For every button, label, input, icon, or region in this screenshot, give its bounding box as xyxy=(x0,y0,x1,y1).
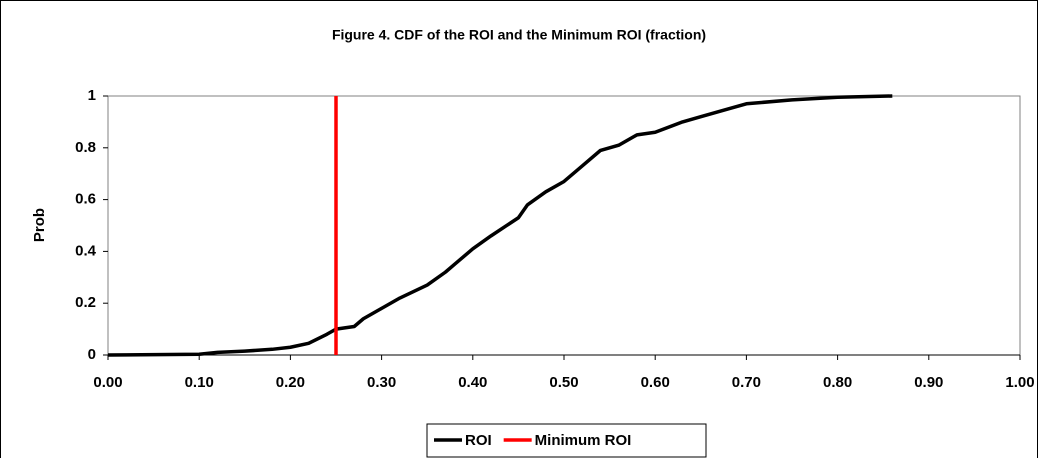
legend-label: ROI xyxy=(465,432,492,449)
legend-label: Minimum ROI xyxy=(535,432,632,449)
y-tick-label: 0.4 xyxy=(75,242,97,259)
x-tick-label: 0.20 xyxy=(276,374,305,391)
x-tick-label: 1.00 xyxy=(1005,374,1034,391)
x-tick-label: 0.50 xyxy=(549,374,578,391)
x-tick-label: 0.10 xyxy=(185,374,214,391)
plot-area xyxy=(107,95,1021,356)
x-tick-label: 0.40 xyxy=(458,374,487,391)
y-tick-label: 0 xyxy=(88,346,96,363)
x-tick-label: 0.00 xyxy=(93,374,122,391)
x-tick-label: 0.70 xyxy=(732,374,761,391)
x-tick-label: 0.90 xyxy=(914,374,943,391)
legend xyxy=(426,423,707,458)
y-tick-label: 0.8 xyxy=(75,139,96,156)
y-axis-label: Prob xyxy=(31,208,48,242)
y-tick-label: 0.6 xyxy=(75,191,96,208)
x-tick-label: 0.60 xyxy=(641,374,670,391)
series-line xyxy=(107,94,893,357)
x-tick-label: 0.80 xyxy=(823,374,852,391)
y-tick-label: 0.2 xyxy=(75,294,96,311)
y-tick-label: 1 xyxy=(88,87,96,104)
x-tick-label: 0.30 xyxy=(367,374,396,391)
chart-title: Figure 4. CDF of the ROI and the Minimum… xyxy=(332,27,706,43)
